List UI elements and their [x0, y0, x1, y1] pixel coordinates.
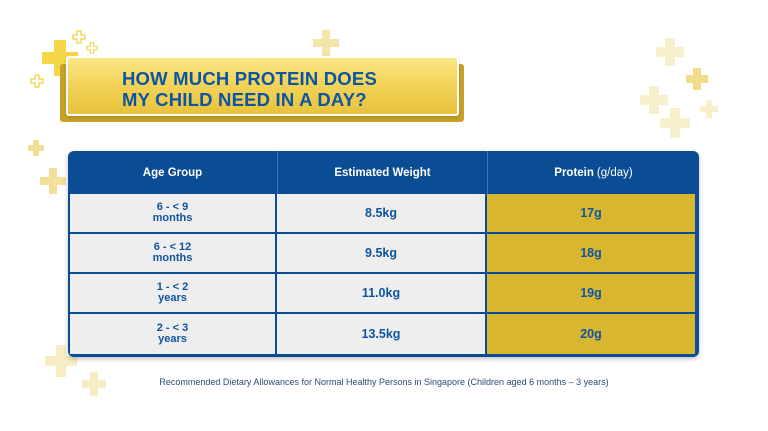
- plus-icon: [656, 38, 684, 66]
- table-row: 2 - < 3 years 13.5kg 20g: [70, 314, 697, 354]
- cell-weight: 8.5kg: [277, 194, 487, 232]
- header-estimated-weight: Estimated Weight: [277, 151, 487, 194]
- cell-protein: 17g: [487, 194, 695, 232]
- table-row: 1 - < 2 years 11.0kg 19g: [70, 274, 697, 314]
- plus-icon: [45, 345, 77, 377]
- header-age-group: Age Group: [142, 166, 203, 179]
- plus-outline-icon: [30, 74, 44, 88]
- header-protein-unit: (g/day): [596, 166, 633, 179]
- plus-icon: [82, 372, 106, 396]
- page-title: HOW MUCH PROTEIN DOES MY CHILD NEED IN A…: [122, 68, 452, 110]
- table-body: 6 - < 9 months 8.5kg 17g 6 - < 12 months…: [70, 194, 697, 354]
- plus-icon: [40, 168, 66, 194]
- table-row: 6 - < 12 months 9.5kg 18g: [70, 234, 697, 274]
- plus-icon: [700, 100, 718, 118]
- cell-age-group: 2 - < 3 years: [70, 314, 277, 354]
- title-line-1: HOW MUCH PROTEIN DOES: [122, 68, 377, 89]
- cell-protein: 18g: [487, 234, 695, 272]
- cell-weight: 11.0kg: [277, 274, 487, 312]
- cell-age-text: 6 - < 9 months: [152, 201, 193, 224]
- cell-age-text: 6 - < 12 months: [152, 241, 193, 264]
- footnote: Recommended Dietary Allowances for Norma…: [159, 377, 609, 387]
- cell-age-text: 1 - < 2 years: [156, 281, 189, 304]
- cell-protein: 20g: [487, 314, 695, 354]
- plus-icon: [313, 30, 339, 56]
- cell-weight: 13.5kg: [277, 314, 487, 354]
- banner-face: [66, 56, 459, 116]
- cell-age-group: 6 - < 9 months: [70, 194, 277, 232]
- cell-weight: 9.5kg: [277, 234, 487, 272]
- plus-icon: [640, 86, 668, 114]
- table-row: 6 - < 9 months 8.5kg 17g: [70, 194, 697, 234]
- cell-age-group: 1 - < 2 years: [70, 274, 277, 312]
- title-line-2: MY CHILD NEED IN A DAY?: [122, 89, 367, 110]
- protein-table: Age Group Estimated Weight Protein (g/da…: [68, 151, 699, 357]
- cell-age-group: 6 - < 12 months: [70, 234, 277, 272]
- cell-protein: 19g: [487, 274, 695, 312]
- header-protein-label: Protein: [554, 166, 594, 179]
- header-protein: Protein (g/day): [487, 151, 699, 194]
- plus-icon: [28, 140, 44, 156]
- plus-icon: [660, 108, 690, 138]
- plus-outline-icon: [86, 42, 98, 54]
- table-header: Age Group Estimated Weight Protein (g/da…: [68, 151, 699, 194]
- plus-icon: [686, 68, 708, 90]
- cell-age-text: 2 - < 3 years: [156, 322, 189, 345]
- title-banner: HOW MUCH PROTEIN DOES MY CHILD NEED IN A…: [60, 56, 465, 122]
- plus-outline-icon: [72, 30, 86, 44]
